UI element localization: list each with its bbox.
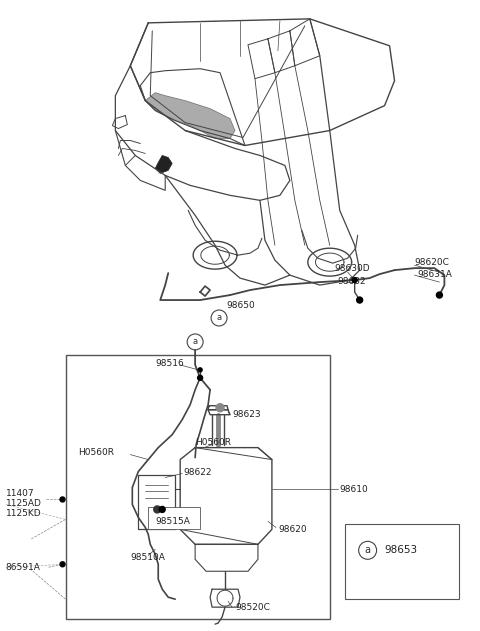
Text: 98520C: 98520C [235, 603, 270, 611]
Text: 98620C: 98620C [415, 257, 449, 267]
Polygon shape [155, 155, 172, 174]
Text: 98623: 98623 [232, 410, 261, 419]
Text: 1125KD: 1125KD [6, 509, 41, 518]
Circle shape [159, 507, 165, 512]
Text: 86591A: 86591A [6, 563, 40, 572]
Circle shape [60, 497, 65, 502]
Text: a: a [365, 545, 371, 555]
Text: a: a [216, 314, 222, 322]
Polygon shape [145, 93, 235, 139]
FancyBboxPatch shape [148, 507, 200, 529]
Text: a: a [192, 338, 198, 346]
Circle shape [352, 278, 357, 283]
Circle shape [436, 292, 443, 298]
Circle shape [216, 404, 224, 411]
Text: 98630D: 98630D [335, 264, 371, 273]
Text: 98631A: 98631A [418, 269, 452, 279]
FancyBboxPatch shape [65, 355, 330, 619]
Text: 98510A: 98510A [130, 553, 165, 562]
Text: 98516: 98516 [155, 360, 184, 369]
Text: 98610: 98610 [340, 485, 369, 494]
Text: H0560R: H0560R [195, 438, 231, 447]
Text: 98622: 98622 [183, 468, 212, 477]
Circle shape [357, 297, 363, 303]
Text: 98632: 98632 [338, 276, 366, 286]
Text: 98650: 98650 [226, 300, 255, 310]
Circle shape [198, 375, 203, 380]
Text: H0560R: H0560R [78, 448, 114, 457]
Text: 1125AD: 1125AD [6, 499, 42, 508]
Text: 98515A: 98515A [155, 517, 190, 526]
FancyBboxPatch shape [345, 524, 459, 599]
Text: 11407: 11407 [6, 489, 34, 498]
Text: 98653: 98653 [384, 545, 418, 555]
Text: 98620: 98620 [278, 525, 307, 534]
Circle shape [198, 368, 202, 372]
Circle shape [154, 506, 161, 513]
Circle shape [60, 562, 65, 567]
